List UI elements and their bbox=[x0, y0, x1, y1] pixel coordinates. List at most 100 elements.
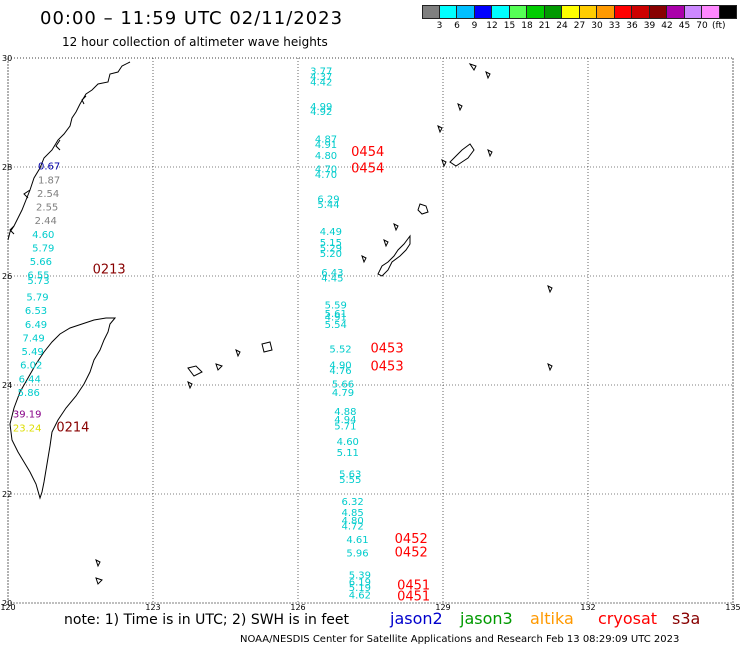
china-coastline bbox=[7, 61, 131, 241]
wave-height-value: 2.44 bbox=[35, 216, 57, 227]
wave-height-value: 2.55 bbox=[36, 203, 58, 214]
wave-height-value: 6.49 bbox=[25, 320, 47, 331]
wave-height-value: 5.39 bbox=[349, 570, 371, 581]
wave-height-value: 5.11 bbox=[337, 448, 359, 459]
y-tick-label: 26 bbox=[2, 272, 12, 281]
island-dot bbox=[187, 381, 193, 390]
wave-height-value: 1.87 bbox=[38, 175, 60, 186]
pass-time-label: 0451 bbox=[397, 589, 430, 604]
wave-height-value: 5.73 bbox=[27, 276, 49, 287]
pass-time-label: 0213 bbox=[93, 262, 126, 277]
scale-label: 3 bbox=[436, 21, 443, 31]
scale-swatch bbox=[702, 5, 720, 19]
scale-swatch bbox=[614, 5, 632, 19]
scale-swatch bbox=[597, 5, 615, 19]
wave-height-value: 6.53 bbox=[25, 306, 47, 317]
scale-swatch bbox=[509, 5, 527, 19]
wave-height-value: 4.70 bbox=[315, 164, 337, 175]
wave-height-value: 5.71 bbox=[334, 422, 356, 433]
scale-swatch bbox=[439, 5, 457, 19]
island-dot bbox=[383, 239, 389, 248]
wave-height-value: 5.54 bbox=[325, 320, 347, 331]
wave-height-points: 0.67 1.87 2.54 2.55 2.44 4.60 5.79 5.66 6.555.73… bbox=[13, 66, 371, 601]
wave-height-value: 4.62 bbox=[349, 591, 371, 602]
scale-label: 27 bbox=[573, 21, 586, 31]
china-coast-inlet bbox=[9, 95, 87, 235]
wave-height-value: 4.60 bbox=[32, 230, 54, 241]
wave-height-value: 6.02 bbox=[20, 361, 42, 372]
wave-height-value: 5.52 bbox=[329, 344, 351, 355]
island-dot bbox=[417, 203, 429, 215]
wave-height-value: 6.19 bbox=[349, 578, 371, 589]
island-dot bbox=[487, 149, 493, 158]
wave-height-value: 6.29 bbox=[317, 194, 339, 205]
scale-swatch bbox=[719, 5, 737, 19]
wave-height-value: 5.59 bbox=[325, 301, 347, 312]
wave-height-value: 5.15 bbox=[320, 238, 342, 249]
wave-height-value: 4.61 bbox=[346, 535, 368, 546]
island-dot bbox=[547, 363, 553, 372]
wave-height-value: 4.94 bbox=[334, 415, 356, 426]
wave-height-value: 5.44 bbox=[317, 200, 339, 211]
coastlines bbox=[7, 61, 553, 585]
taiwan-outline bbox=[9, 317, 117, 500]
x-tick-label: 123 bbox=[145, 603, 160, 612]
y-tick-label: 28 bbox=[2, 163, 12, 172]
island-dot bbox=[95, 577, 103, 585]
wave-height-value: 5.49 bbox=[22, 347, 44, 358]
amami-outline bbox=[449, 143, 475, 167]
wave-height-value: 4.88 bbox=[334, 407, 356, 418]
wave-height-value: 4.76 bbox=[329, 366, 351, 377]
satellite-legend-item: jason3 bbox=[460, 609, 513, 628]
wave-height-value: 4.91 bbox=[325, 313, 347, 324]
wave-height-value: 5.79 bbox=[32, 243, 54, 254]
okinawa-outline bbox=[377, 234, 411, 277]
wave-height-value: 4.92 bbox=[310, 107, 332, 118]
wave-height-value: 5.96 bbox=[346, 549, 368, 560]
wave-height-value: 4.99 bbox=[310, 102, 332, 113]
wave-height-value: 5.63 bbox=[339, 470, 361, 481]
wave-height-value: 4.37 bbox=[310, 72, 332, 83]
axis-tick-labels: 120 123 126 129 132 135 20 22 24 26 28 30 bbox=[0, 54, 740, 612]
pass-time-label: 0452 bbox=[395, 546, 428, 561]
x-tick-label: 120 bbox=[0, 603, 15, 612]
scale-label: 33 bbox=[608, 21, 621, 31]
scale-swatch bbox=[474, 5, 492, 19]
miyako-outline bbox=[261, 341, 273, 353]
wave-height-value: 0.67 bbox=[38, 162, 60, 173]
scale-swatch bbox=[492, 5, 510, 19]
wave-height-value: 3.77 bbox=[310, 66, 332, 77]
page-title: 00:00 – 11:59 UTC 02/11/2023 bbox=[40, 8, 344, 29]
wave-height-value: 5.55 bbox=[339, 475, 361, 486]
x-tick-label: 126 bbox=[290, 603, 305, 612]
wave-height-value: 4.87 bbox=[315, 134, 337, 145]
scale-swatch bbox=[667, 5, 685, 19]
wave-height-value: 4.80 bbox=[342, 516, 364, 527]
wave-height-value: 4.42 bbox=[310, 77, 332, 88]
wave-height-value: 5.20 bbox=[320, 249, 342, 260]
satellite-legend-item: altika bbox=[530, 609, 574, 628]
wave-height-value: 6.32 bbox=[342, 497, 364, 508]
wave-height-value: 2.54 bbox=[37, 189, 59, 200]
pass-time-label: 0453 bbox=[371, 341, 404, 356]
pass-time-label: 0453 bbox=[371, 359, 404, 374]
scale-swatch bbox=[422, 5, 440, 19]
wave-height-value: 4.49 bbox=[320, 227, 342, 238]
wave-height-value: 4.45 bbox=[321, 273, 343, 284]
pass-time-label: 0452 bbox=[395, 532, 428, 547]
scale-label: 70 bbox=[696, 21, 708, 31]
wave-height-value: 39.19 bbox=[13, 410, 42, 421]
wave-height-value: 6.44 bbox=[19, 374, 41, 385]
wave-height-value: 5.66 bbox=[332, 380, 354, 391]
sakishima-outline bbox=[187, 365, 203, 377]
wave-height-value: 7.49 bbox=[23, 333, 45, 344]
scale-label: 12 bbox=[486, 21, 498, 31]
scale-label: 30 bbox=[591, 21, 603, 31]
pass-time-label: 0454 bbox=[351, 145, 384, 160]
scale-label: 18 bbox=[521, 21, 533, 31]
x-tick-label: 129 bbox=[435, 603, 450, 612]
pass-time-label: 0451 bbox=[397, 578, 430, 593]
island-dot bbox=[468, 63, 477, 71]
wave-height-value: 4.90 bbox=[329, 361, 351, 372]
